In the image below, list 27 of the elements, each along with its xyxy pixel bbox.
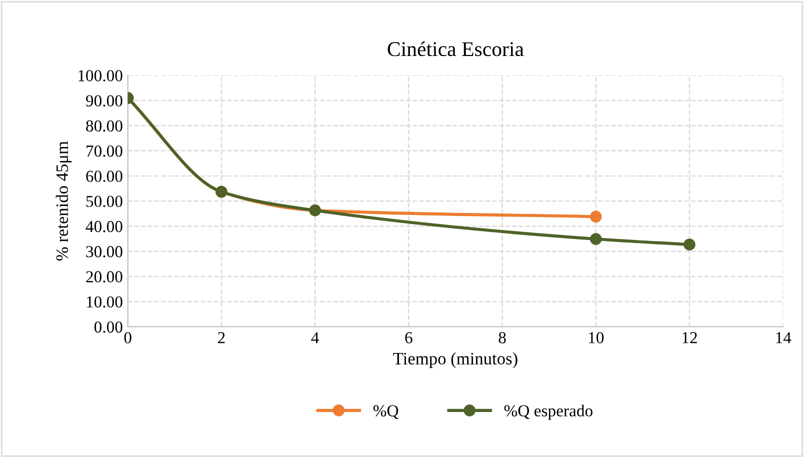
x-tick-label: 4 xyxy=(311,332,319,344)
y-axis-title: % retenido 45μm xyxy=(56,141,72,261)
y-tick-label: 80.00 xyxy=(86,120,122,132)
x-tick-label: 0 xyxy=(124,332,132,344)
y-tick-label: 90.00 xyxy=(86,95,122,107)
x-tick-label: 10 xyxy=(589,332,604,344)
y-tick-label: 50.00 xyxy=(86,196,122,208)
y-tick-label: 70.00 xyxy=(86,146,122,157)
x-axis-title: Tiempo (minutos) xyxy=(393,352,518,368)
x-tick-label: 12 xyxy=(682,332,697,344)
y-tick-label: 30.00 xyxy=(86,246,122,258)
y-tick-label: 100.00 xyxy=(78,70,122,82)
point xyxy=(590,210,602,223)
y-tick-label: 0.00 xyxy=(94,321,122,333)
y-tick-label: 10.00 xyxy=(86,296,122,308)
point xyxy=(590,233,602,245)
y-tick-label: 40.00 xyxy=(86,220,122,232)
legend-label: %Q xyxy=(373,405,398,419)
x-tick-label: 2 xyxy=(218,332,225,344)
point xyxy=(684,238,696,250)
x-tick-label: 14 xyxy=(776,332,792,344)
x-tick-label: 6 xyxy=(405,332,412,344)
y-tick-label: 60.00 xyxy=(86,170,122,182)
chart-title: Cinética Escoria xyxy=(388,41,524,56)
x-tick-label: 8 xyxy=(498,332,506,344)
legend-label: %Q esperado xyxy=(504,404,592,420)
y-tick-label: 20.00 xyxy=(86,271,122,283)
